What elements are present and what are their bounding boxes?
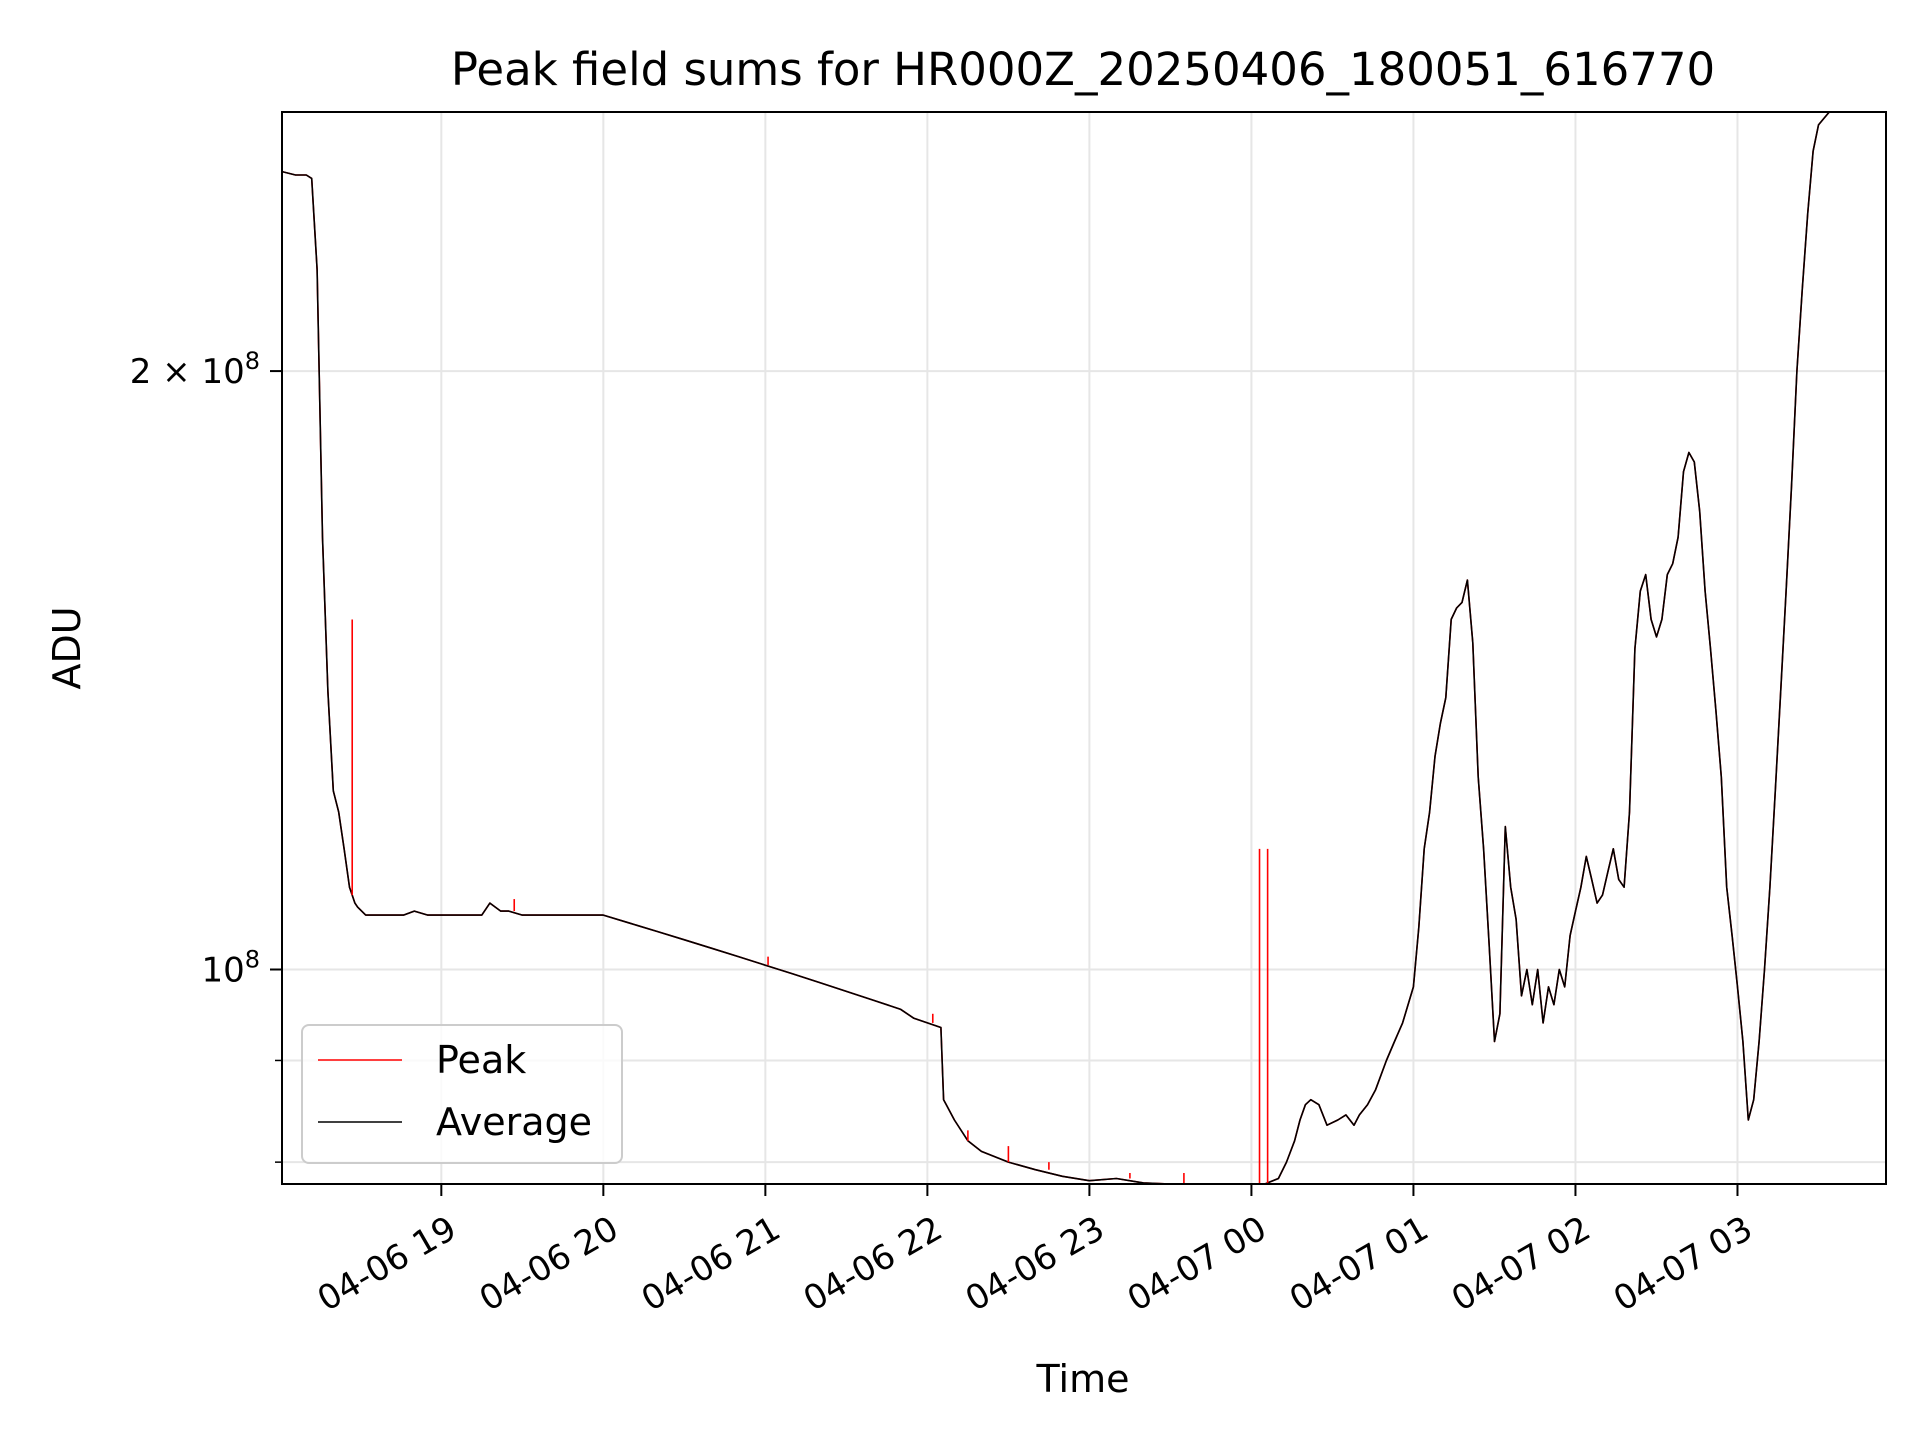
grid: [282, 112, 1886, 1184]
plot-area: [282, 112, 1886, 1184]
y-axis-label: ADU: [45, 606, 89, 689]
series-layer: [282, 112, 1886, 1184]
legend-label-peak: Peak: [436, 1038, 526, 1082]
legend: Peak Average: [301, 1024, 623, 1164]
series-line-average: [282, 112, 1886, 1184]
x-axis-label: Time: [1036, 1357, 1130, 1401]
plot-frame: [281, 111, 1887, 1185]
y-tick-label: 2 × 108: [130, 347, 260, 392]
legend-label-average: Average: [436, 1100, 592, 1144]
chart-title: Peak field sums for HR000Z_20250406_1800…: [451, 43, 1715, 96]
